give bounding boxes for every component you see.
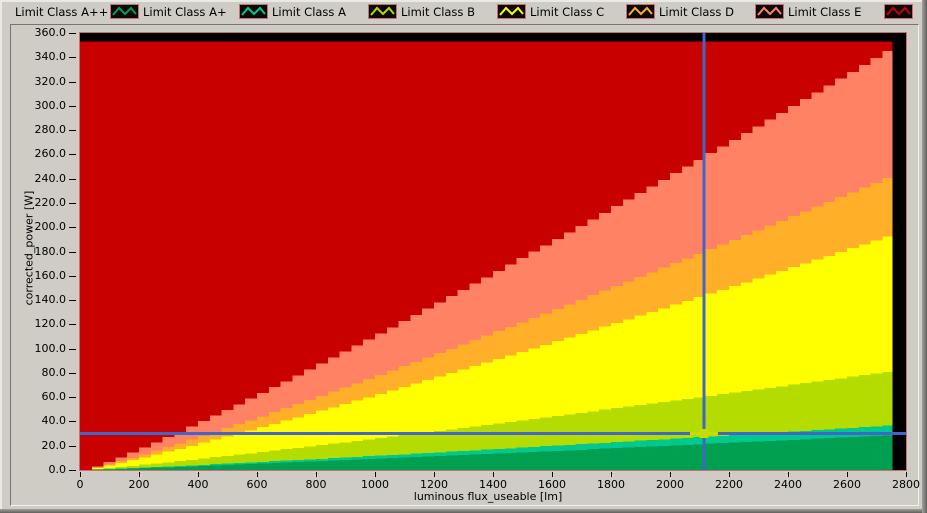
x-tick-mark (80, 472, 81, 477)
y-tick-label: 60.0 (41, 390, 67, 404)
x-tick-label: 0 (76, 478, 84, 491)
y-tick-mark (69, 324, 76, 326)
legend-item-label[interactable]: Limit Class A++ (15, 5, 109, 19)
x-tick-mark (906, 472, 907, 477)
legend-item-label[interactable]: Limit Class A+ (143, 5, 227, 19)
y-tick-label: 160.0 (34, 268, 67, 282)
x-tick-mark (434, 472, 435, 477)
y-tick-label: 180.0 (34, 244, 67, 258)
x-tick-label: 2200 (715, 478, 743, 491)
x-tick-label: 1000 (361, 478, 389, 491)
legend-item-label[interactable]: Limit Class B (401, 5, 475, 19)
x-tick-label: 600 (246, 478, 268, 491)
x-tick-mark (257, 472, 258, 477)
plot-sample-icon[interactable] (755, 4, 784, 19)
y-tick-mark (69, 470, 76, 471)
y-tick-mark (69, 275, 76, 277)
y-tick-mark (69, 445, 76, 447)
x-tick-mark (552, 472, 553, 477)
y-tick-mark (69, 81, 76, 83)
y-tick-mark (69, 178, 76, 180)
x-tick-label: 1600 (538, 478, 566, 491)
y-tick-mark (69, 154, 76, 156)
plot-legend: Limit Class A++ Limit Class A+ Limit Class… (0, 0, 927, 24)
y-tick-mark (69, 348, 76, 350)
x-tick-label: 400 (187, 478, 209, 491)
y-tick-label: 140.0 (34, 293, 67, 307)
y-tick-label: 200.0 (34, 220, 67, 234)
plot-sample-icon[interactable] (497, 4, 526, 19)
limit-region (80, 434, 893, 470)
y-tick-mark (69, 57, 76, 59)
y-tick-mark (69, 421, 76, 423)
plot-sample-icon[interactable] (626, 4, 655, 19)
y-tick-label: 320.0 (34, 74, 67, 88)
y-tick-mark (69, 227, 76, 229)
y-tick-mark (69, 372, 76, 374)
window-edge-right (922, 0, 927, 513)
legend-item-label[interactable]: Limit Class E (788, 5, 862, 19)
y-tick-mark (69, 33, 76, 34)
plot-canvas (80, 33, 906, 470)
x-tick-label: 800 (305, 478, 327, 491)
y-tick-label: 340.0 (34, 50, 67, 64)
y-tick-label: 40.0 (41, 414, 67, 428)
plot-sample-icon[interactable] (884, 4, 913, 19)
plot-sample-icon[interactable] (239, 4, 268, 19)
cursor-vertical-line[interactable] (702, 33, 706, 470)
x-tick-mark (139, 472, 140, 477)
x-tick-mark (316, 472, 317, 477)
x-tick-label: 1400 (479, 478, 507, 491)
x-axis-title: luminous flux_useable [lm] (413, 490, 563, 503)
y-tick-label: 260.0 (34, 147, 67, 161)
y-tick-label: 360.0 (34, 26, 67, 39)
x-tick-label: 2600 (833, 478, 861, 491)
y-tick-label: 80.0 (41, 365, 67, 379)
x-tick-label: 1800 (597, 478, 625, 491)
y-tick-mark (69, 105, 76, 107)
plot-sample-icon[interactable] (368, 4, 397, 19)
x-tick-mark (493, 472, 494, 477)
y-tick-label: 300.0 (34, 98, 67, 112)
x-tick-mark (729, 472, 730, 477)
y-tick-mark (69, 202, 76, 204)
x-tick-label: 2000 (656, 478, 684, 491)
y-tick-label: 120.0 (34, 317, 67, 331)
plot-sample-icon[interactable] (110, 4, 139, 19)
x-tick-label: 200 (128, 478, 150, 491)
y-tick-mark (69, 300, 76, 302)
x-tick-label: 1200 (420, 478, 448, 491)
x-tick-mark (788, 472, 789, 477)
plot-frame (79, 32, 907, 471)
cursor-horizontal-line[interactable] (80, 432, 906, 436)
x-tick-mark (375, 472, 376, 477)
x-tick-mark (847, 472, 848, 477)
legend-item-label[interactable]: Limit Class D (659, 5, 734, 19)
y-tick-label: 280.0 (34, 123, 67, 137)
y-tick-label: 100.0 (34, 341, 67, 355)
graph-panel (10, 24, 919, 506)
y-tick-mark (69, 130, 76, 132)
window-edge-bottom (0, 509, 927, 513)
x-tick-mark (611, 472, 612, 477)
x-tick-mark (670, 472, 671, 477)
x-tick-mark (198, 472, 199, 477)
y-tick-mark (69, 397, 76, 399)
cursor-marker[interactable] (699, 429, 709, 439)
y-tick-label: 20.0 (41, 438, 67, 452)
x-tick-label: 2400 (774, 478, 802, 491)
y-tick-label: 0.0 (48, 463, 67, 476)
window-edge-left (0, 0, 2, 513)
legend-item-label[interactable]: Limit Class C (530, 5, 605, 19)
x-tick-label: 2800 (892, 478, 920, 491)
y-tick-label: 220.0 (34, 195, 67, 209)
y-tick-label: 240.0 (34, 171, 67, 185)
legend-item-label[interactable]: Limit Class A (272, 5, 346, 19)
y-tick-mark (69, 251, 76, 253)
